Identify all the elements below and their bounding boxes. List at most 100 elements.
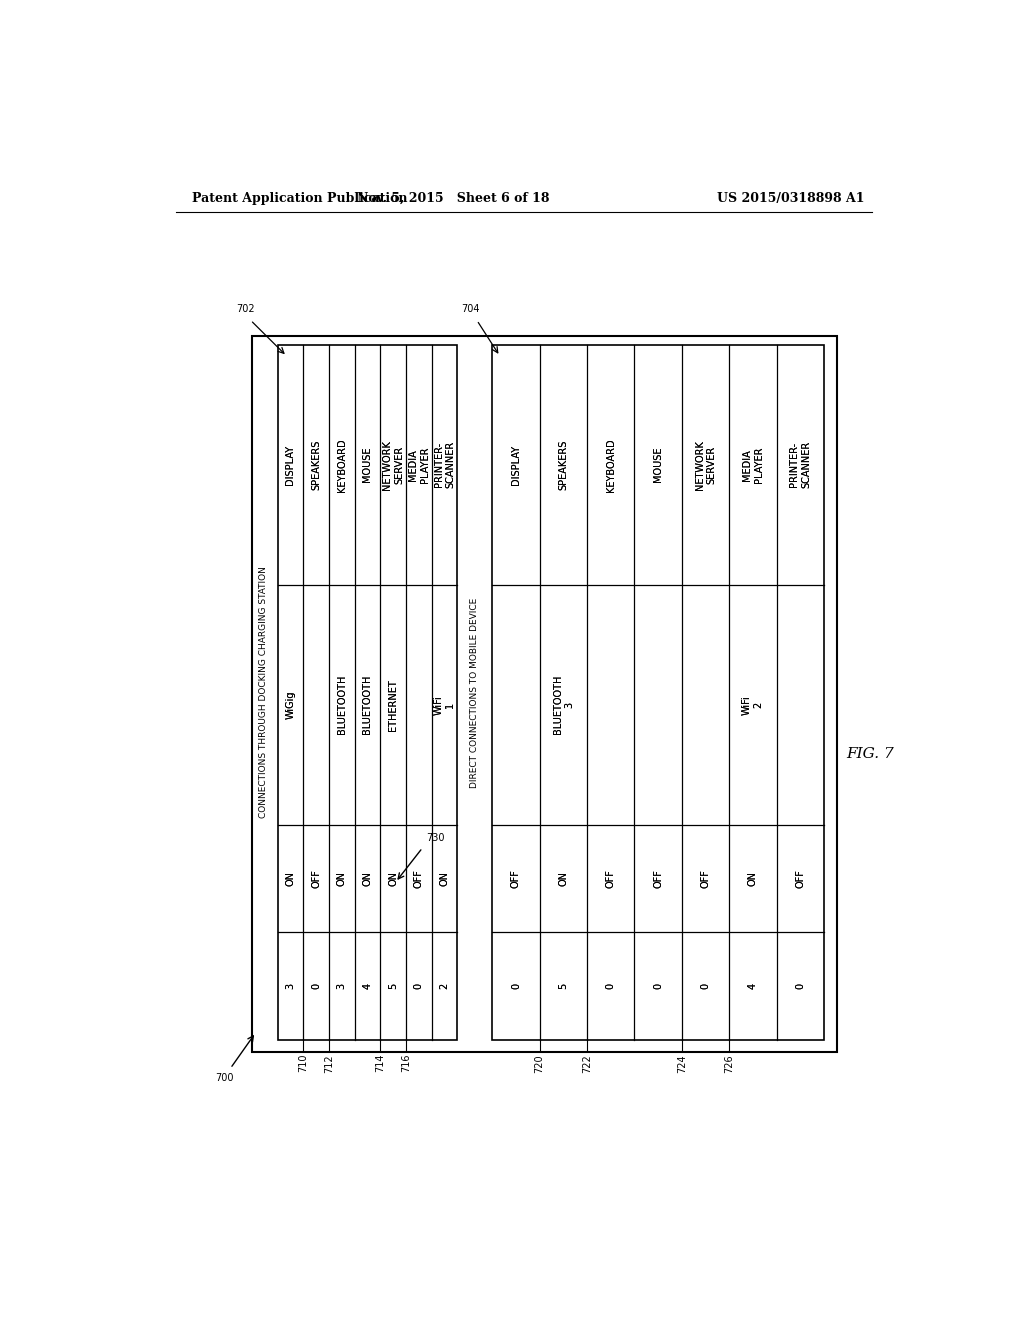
Text: OFF: OFF <box>606 869 615 888</box>
Text: 0: 0 <box>311 983 322 989</box>
Bar <box>493 345 824 1040</box>
Text: 0: 0 <box>796 983 805 989</box>
Text: 730: 730 <box>426 833 444 843</box>
Text: BLUETOOTH: BLUETOOTH <box>362 675 373 734</box>
Bar <box>278 345 458 1040</box>
Text: US 2015/0318898 A1: US 2015/0318898 A1 <box>717 191 864 205</box>
Text: ON: ON <box>748 871 758 886</box>
Text: ON: ON <box>362 871 373 886</box>
Text: ON: ON <box>362 871 373 886</box>
Text: OFF: OFF <box>414 869 424 888</box>
Text: 3: 3 <box>286 983 295 989</box>
Text: 4: 4 <box>362 983 373 989</box>
Text: DISPLAY: DISPLAY <box>286 445 295 484</box>
Text: KEYBOARD: KEYBOARD <box>606 438 615 491</box>
Text: ON: ON <box>388 871 398 886</box>
Text: 3: 3 <box>337 983 347 989</box>
Text: MEDIA
PLAYER: MEDIA PLAYER <box>742 446 764 483</box>
Text: 5: 5 <box>558 983 568 989</box>
Text: OFF: OFF <box>653 869 664 888</box>
Text: Patent Application Publication: Patent Application Publication <box>191 191 408 205</box>
Text: 726: 726 <box>724 1053 734 1073</box>
Text: 0: 0 <box>700 983 711 989</box>
Text: MEDIA
PLAYER: MEDIA PLAYER <box>742 446 764 483</box>
Text: 0: 0 <box>653 983 664 989</box>
Text: SPEAKERS: SPEAKERS <box>311 440 322 490</box>
Text: BLUETOOTH: BLUETOOTH <box>337 675 347 734</box>
Text: SPEAKERS: SPEAKERS <box>558 440 568 490</box>
Text: NETWORK
SERVER: NETWORK SERVER <box>694 440 716 490</box>
Text: 3: 3 <box>337 983 347 989</box>
Text: DIRECT CONNECTIONS TO MOBILE DEVICE: DIRECT CONNECTIONS TO MOBILE DEVICE <box>470 597 479 788</box>
Text: ON: ON <box>286 871 295 886</box>
Text: 4: 4 <box>362 983 373 989</box>
Text: SPEAKERS: SPEAKERS <box>558 440 568 490</box>
Text: OFF: OFF <box>700 869 711 888</box>
Text: 4: 4 <box>748 983 758 989</box>
Text: Nov. 5, 2015   Sheet 6 of 18: Nov. 5, 2015 Sheet 6 of 18 <box>357 191 550 205</box>
Text: WiFi
1: WiFi 1 <box>434 694 456 714</box>
Text: 5: 5 <box>388 983 398 989</box>
Text: 0: 0 <box>606 983 615 989</box>
Text: MOUSE: MOUSE <box>653 447 664 482</box>
Text: PRINTER-
SCANNER: PRINTER- SCANNER <box>790 441 811 488</box>
Text: MOUSE: MOUSE <box>362 447 373 482</box>
Text: SPEAKERS: SPEAKERS <box>311 440 322 490</box>
Text: 2: 2 <box>439 983 450 989</box>
Text: OFF: OFF <box>653 869 664 888</box>
Text: 704: 704 <box>461 304 480 314</box>
Text: ON: ON <box>337 871 347 886</box>
Text: 5: 5 <box>558 983 568 989</box>
Text: OFF: OFF <box>796 869 805 888</box>
Text: NETWORK
SERVER: NETWORK SERVER <box>382 440 403 490</box>
Text: 0: 0 <box>311 983 322 989</box>
Text: 4: 4 <box>748 983 758 989</box>
Text: 0: 0 <box>606 983 615 989</box>
Text: MOUSE: MOUSE <box>653 447 664 482</box>
Text: MEDIA
PLAYER: MEDIA PLAYER <box>408 446 430 483</box>
Text: CONNECTIONS THROUGH DOCKING CHARGING STATION: CONNECTIONS THROUGH DOCKING CHARGING STA… <box>259 566 268 818</box>
Text: ON: ON <box>558 871 568 886</box>
Text: 2: 2 <box>439 983 450 989</box>
Text: WiGig: WiGig <box>286 690 295 719</box>
Text: DISPLAY: DISPLAY <box>511 445 521 484</box>
Text: ETHERNET: ETHERNET <box>388 678 398 730</box>
Text: MEDIA
PLAYER: MEDIA PLAYER <box>408 446 430 483</box>
Text: OFF: OFF <box>796 869 805 888</box>
Text: OFF: OFF <box>511 869 521 888</box>
Text: NETWORK
SERVER: NETWORK SERVER <box>694 440 716 490</box>
Text: 702: 702 <box>236 304 254 314</box>
Text: KEYBOARD: KEYBOARD <box>337 438 347 491</box>
Text: OFF: OFF <box>700 869 711 888</box>
Text: ON: ON <box>388 871 398 886</box>
Text: BLUETOOTH
3: BLUETOOTH 3 <box>553 675 574 734</box>
Text: PRINTER-
SCANNER: PRINTER- SCANNER <box>434 441 456 488</box>
Text: NETWORK
SERVER: NETWORK SERVER <box>382 440 403 490</box>
Text: 0: 0 <box>796 983 805 989</box>
Text: OFF: OFF <box>311 869 322 888</box>
Text: ETHERNET: ETHERNET <box>388 678 398 730</box>
Text: WiGig: WiGig <box>286 690 295 719</box>
Text: PRINTER-
SCANNER: PRINTER- SCANNER <box>790 441 811 488</box>
Text: ON: ON <box>439 871 450 886</box>
Text: OFF: OFF <box>606 869 615 888</box>
Text: MOUSE: MOUSE <box>362 447 373 482</box>
Text: 0: 0 <box>511 983 521 989</box>
Text: 0: 0 <box>700 983 711 989</box>
Text: 700: 700 <box>216 1073 234 1084</box>
Text: 714: 714 <box>376 1053 385 1072</box>
Text: OFF: OFF <box>511 869 521 888</box>
Text: 716: 716 <box>401 1053 411 1072</box>
Text: BLUETOOTH
3: BLUETOOTH 3 <box>553 675 574 734</box>
Text: 0: 0 <box>653 983 664 989</box>
Text: ON: ON <box>439 871 450 886</box>
Text: KEYBOARD: KEYBOARD <box>337 438 347 491</box>
Text: 724: 724 <box>677 1053 687 1073</box>
Text: 0: 0 <box>511 983 521 989</box>
Text: DISPLAY: DISPLAY <box>511 445 521 484</box>
Text: OFF: OFF <box>311 869 322 888</box>
Text: 5: 5 <box>388 983 398 989</box>
Text: ON: ON <box>558 871 568 886</box>
Text: 3: 3 <box>286 983 295 989</box>
Text: 712: 712 <box>324 1053 334 1073</box>
